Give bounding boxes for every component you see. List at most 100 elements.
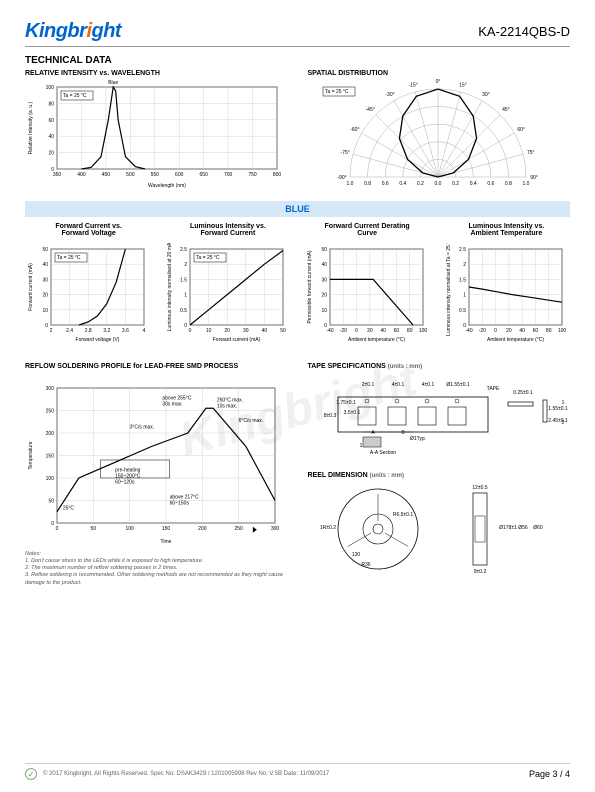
quad-chart-0: 22.42.83.23.6401020304050Forward voltage… <box>25 243 150 343</box>
note-2: 2. The maximum number of reflow solderin… <box>25 565 288 572</box>
svg-text:2.5: 2.5 <box>459 247 466 253</box>
svg-text:50: 50 <box>280 328 286 334</box>
svg-text:12±0.5: 12±0.5 <box>472 485 487 491</box>
svg-text:Temperature: Temperature <box>28 441 34 469</box>
reel-dimension-drawing: 1R±0.2R6.5±0.112±0.5Ø178±1Ø56Ø609±0.2130… <box>308 481 568 576</box>
svg-text:250: 250 <box>46 409 55 415</box>
svg-text:800: 800 <box>273 172 282 178</box>
note-3: 3. Reflow soldering is recommended. Othe… <box>25 572 288 586</box>
svg-text:Ta = 25 °C: Ta = 25 °C <box>196 255 220 261</box>
svg-text:3°C/s max.: 3°C/s max. <box>130 425 155 431</box>
svg-text:600: 600 <box>175 172 184 178</box>
svg-text:A-A Section: A-A Section <box>369 450 395 456</box>
svg-text:Wavelength (nm): Wavelength (nm) <box>148 183 186 189</box>
tape-title: TAPE SPECIFICATIONS (units : mm) <box>308 363 571 370</box>
svg-text:1.5: 1.5 <box>180 277 187 283</box>
reel-title: REEL DIMENSION (units : mm) <box>308 472 571 479</box>
svg-text:150: 150 <box>46 454 55 460</box>
svg-text:60: 60 <box>393 328 399 334</box>
svg-text:1R±0.2: 1R±0.2 <box>319 525 335 531</box>
svg-text:0.2: 0.2 <box>416 181 423 187</box>
svg-text:-20: -20 <box>339 328 346 334</box>
svg-text:50: 50 <box>48 499 54 505</box>
svg-text:0: 0 <box>45 323 48 329</box>
svg-text:15°: 15° <box>459 82 467 88</box>
svg-text:40: 40 <box>380 328 386 334</box>
tape-title-text: TAPE SPECIFICATIONS <box>308 363 386 370</box>
svg-text:45°: 45° <box>502 107 510 113</box>
svg-text:100: 100 <box>46 476 55 482</box>
svg-text:0: 0 <box>184 323 187 329</box>
svg-text:2.8: 2.8 <box>85 328 92 334</box>
page-number: Page 3 / 4 <box>529 769 570 779</box>
quad-chart-1: 0102030405000.511.522.5Forward current (… <box>164 243 289 343</box>
svg-text:100: 100 <box>418 328 427 334</box>
svg-text:400: 400 <box>77 172 86 178</box>
logo-text-2: ght <box>92 20 122 42</box>
svg-text:750: 750 <box>248 172 257 178</box>
svg-text:Ø1Typ.: Ø1Typ. <box>409 436 425 442</box>
svg-text:Ta = 25 °C: Ta = 25 °C <box>325 89 349 95</box>
svg-text:40: 40 <box>262 328 268 334</box>
tape-units: (units : mm) <box>388 364 422 370</box>
svg-text:450: 450 <box>102 172 111 178</box>
quad-title-3: Luminous Intensity vs. Ambient Temperatu… <box>443 223 570 241</box>
svg-text:B: B <box>401 430 405 436</box>
spatial-title: SPATIAL DISTRIBUTION <box>308 70 571 77</box>
svg-text:500: 500 <box>126 172 135 178</box>
svg-text:2.45±0.1: 2.45±0.1 <box>548 418 568 424</box>
svg-text:150: 150 <box>162 526 171 532</box>
svg-text:60°: 60° <box>517 127 525 133</box>
logo: Kingbright <box>25 20 121 43</box>
svg-text:60: 60 <box>48 118 54 124</box>
svg-text:2: 2 <box>561 420 564 426</box>
spatial-distribution-chart: -90°-75°-60°-45°-30°-15°0°15°30°45°60°75… <box>308 79 568 189</box>
svg-text:Forward current (mA): Forward current (mA) <box>213 337 261 343</box>
svg-text:40: 40 <box>519 328 525 334</box>
svg-text:0.4: 0.4 <box>399 181 406 187</box>
svg-text:50: 50 <box>91 526 97 532</box>
svg-text:0: 0 <box>189 328 192 334</box>
blue-band: BLUE <box>25 201 570 217</box>
svg-text:50: 50 <box>42 247 48 253</box>
svg-text:4±0.1: 4±0.1 <box>421 382 434 388</box>
svg-text:Ø60: Ø60 <box>533 525 543 531</box>
svg-text:25°C: 25°C <box>63 506 75 512</box>
svg-text:Time: Time <box>161 539 172 545</box>
svg-text:Permissible forward current (m: Permissible forward current (mA) <box>307 250 313 323</box>
svg-text:0.6: 0.6 <box>487 181 494 187</box>
reel-title-text: REEL DIMENSION <box>308 472 368 479</box>
notes-heading: Notes: <box>25 551 288 558</box>
svg-text:Blue: Blue <box>108 80 118 86</box>
svg-text:3.2: 3.2 <box>103 328 110 334</box>
svg-text:200: 200 <box>198 526 207 532</box>
svg-text:0.2: 0.2 <box>452 181 459 187</box>
svg-text:8±0.3: 8±0.3 <box>323 413 336 419</box>
svg-text:R6.5±0.1: R6.5±0.1 <box>392 512 412 518</box>
svg-text:R36: R36 <box>361 562 370 568</box>
quad-title-1: Luminous Intensity vs. Forward Current <box>164 223 291 241</box>
svg-text:200: 200 <box>46 431 55 437</box>
svg-text:1: 1 <box>561 400 564 406</box>
svg-text:6°C/s max.: 6°C/s max. <box>239 418 264 424</box>
svg-text:0: 0 <box>463 323 466 329</box>
svg-text:0.8: 0.8 <box>504 181 511 187</box>
svg-text:3.6: 3.6 <box>122 328 129 334</box>
svg-text:9±0.2: 9±0.2 <box>473 569 486 575</box>
svg-text:TAPE: TAPE <box>486 386 499 392</box>
svg-text:Relative Intensity (a. u.): Relative Intensity (a. u.) <box>28 101 34 154</box>
svg-text:80: 80 <box>48 101 54 107</box>
svg-text:80: 80 <box>406 328 412 334</box>
svg-text:Ta = 25 °C: Ta = 25 °C <box>57 255 81 261</box>
svg-text:2.4: 2.4 <box>66 328 73 334</box>
svg-text:75°: 75° <box>526 150 534 156</box>
svg-text:90°: 90° <box>530 175 538 181</box>
svg-text:-40: -40 <box>465 328 472 334</box>
svg-text:650: 650 <box>199 172 208 178</box>
svg-text:40: 40 <box>42 262 48 268</box>
quad-chart-3: -40-2002040608010000.511.522.5Ambient te… <box>443 243 568 343</box>
svg-text:1: 1 <box>463 293 466 299</box>
svg-text:300: 300 <box>46 386 55 392</box>
svg-text:-15°: -15° <box>408 82 417 88</box>
quad-chart-2: -40-2002040608010001020304050Ambient tem… <box>304 243 429 343</box>
